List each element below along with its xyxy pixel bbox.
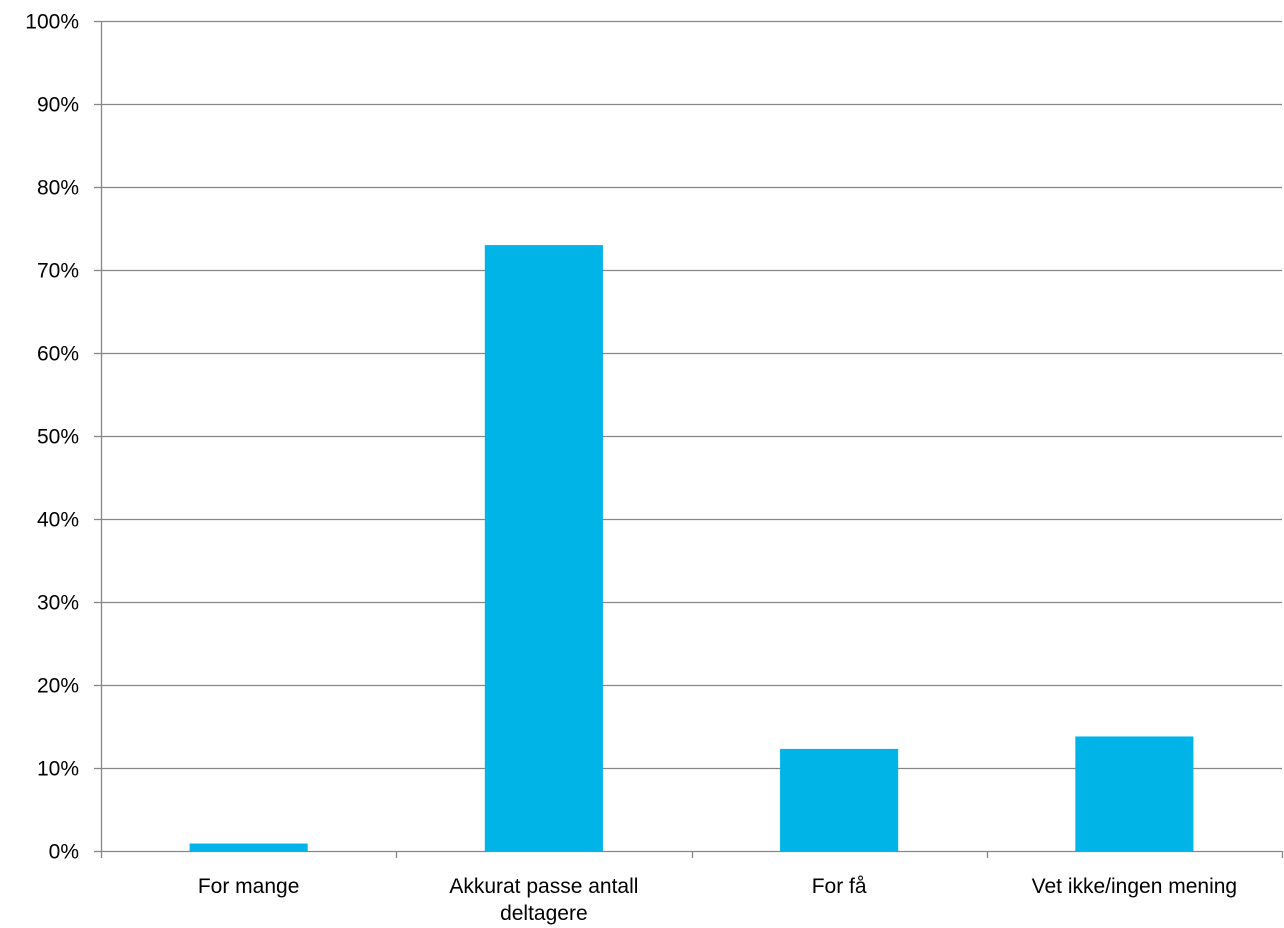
x-category-label: Vet ikke/ingen mening: [1032, 875, 1237, 898]
x-category-label: For få: [812, 875, 867, 898]
y-tick-label: 80%: [37, 177, 79, 200]
x-category-label-line: deltagere: [500, 902, 588, 925]
x-category-label-line: Akkurat passe antall: [449, 875, 638, 898]
axes: [94, 20, 1284, 858]
y-tick-label: 10%: [37, 758, 79, 781]
bar: [189, 843, 308, 851]
bars: [189, 245, 1194, 852]
bar: [1075, 736, 1194, 851]
y-tick-label: 100%: [25, 11, 79, 34]
y-tick-label: 0%: [49, 841, 79, 864]
y-tick-label: 60%: [37, 343, 79, 366]
x-category-labels: For mange Akkurat passe antall deltagere Fo…: [198, 875, 1237, 925]
x-category-label-line: For få: [812, 875, 867, 898]
bar: [484, 245, 603, 852]
y-tick-label: 50%: [37, 426, 79, 449]
x-category-label: Akkurat passe antall deltagere: [449, 875, 638, 925]
y-tick-label: 20%: [37, 675, 79, 698]
gridlines: [101, 20, 1282, 770]
y-tick-labels: 0% 10% 20% 30% 40% 50% 60% 70% 80% 90% 100%: [25, 11, 79, 864]
y-tick-label: 70%: [37, 260, 79, 283]
y-tick-label: 30%: [37, 592, 79, 615]
y-tick-label: 90%: [37, 94, 79, 117]
x-category-label: For mange: [198, 875, 300, 898]
x-category-label-line: Vet ikke/ingen mening: [1032, 875, 1237, 898]
x-category-label-line: For mange: [198, 875, 300, 898]
y-tick-label: 40%: [37, 509, 79, 532]
bar: [780, 748, 899, 851]
